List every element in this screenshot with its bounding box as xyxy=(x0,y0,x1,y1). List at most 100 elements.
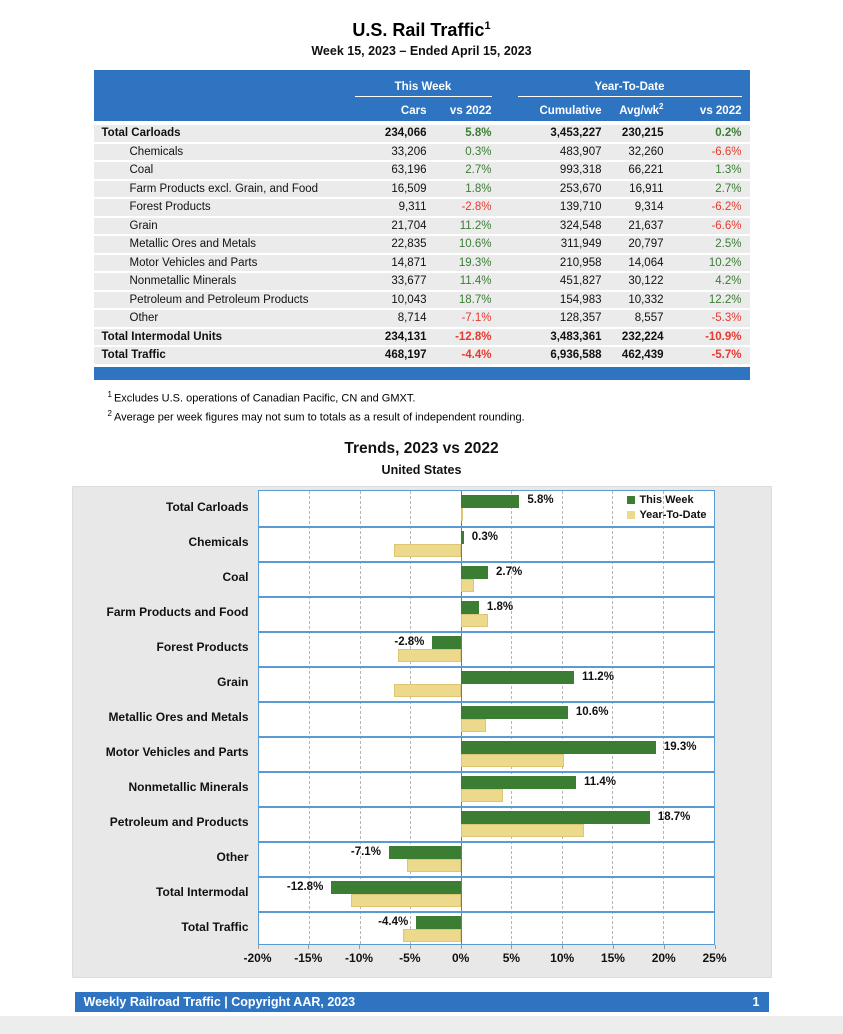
bar-value-label: 1.8% xyxy=(486,600,514,613)
row-label: Total Traffic xyxy=(101,349,166,362)
axis-tick xyxy=(714,944,716,949)
chart-band: -12.8% xyxy=(258,875,714,911)
bar-year-to-date xyxy=(460,788,504,802)
cell-ytd-vs-2022: -10.9% xyxy=(705,330,742,343)
row-label: Forest Products xyxy=(129,201,211,214)
cell-cumulative: 311,949 xyxy=(560,238,602,251)
group-header-this-week: This Week xyxy=(337,81,492,97)
cell-cumulative: 210,958 xyxy=(559,256,602,269)
axis-tick xyxy=(511,944,513,949)
table-row: Total Carloads 234,066 5.8% 3,453,227 230,21… xyxy=(93,125,750,142)
bar-this-week xyxy=(460,705,568,719)
footnote: 1 Excludes U.S. operations of Canadian Pa… xyxy=(108,390,750,405)
chart-band: 19.3% xyxy=(258,735,714,771)
row-label: Coal xyxy=(129,164,154,177)
table-row: Grain 21,704 11.2% 324,548 21,637 -6.6% xyxy=(93,217,750,234)
column-header-vs2022-week: vs 2022 xyxy=(449,105,492,117)
cell-cars: 8,714 xyxy=(397,312,427,325)
chart-category-label: Other xyxy=(216,850,249,865)
cell-ytd-vs-2022: 12.2% xyxy=(708,293,742,306)
gridline xyxy=(662,490,664,944)
footnote-number: 2 xyxy=(107,409,112,419)
bar-year-to-date xyxy=(393,543,461,557)
chart-band: 10.6% xyxy=(258,700,714,736)
axis-tick xyxy=(257,944,259,949)
column-header-avg-wk: Avg/wk2 xyxy=(619,102,664,117)
cell-cumulative: 3,453,227 xyxy=(550,127,602,140)
column-header-vs2022-ytd: vs 2022 xyxy=(699,105,742,117)
chart-category-label: Petroleum and Products xyxy=(109,815,249,830)
cell-week-vs-2022: 11.2% xyxy=(459,219,492,232)
cell-cars: 33,677 xyxy=(391,275,427,288)
chart-subtitle: United States xyxy=(381,462,462,477)
cell-ytd-vs-2022: -6.6% xyxy=(711,219,742,232)
bar-value-label: -4.4% xyxy=(378,915,409,928)
cell-avg-per-week: 8,557 xyxy=(634,312,664,325)
cell-avg-per-week: 20,797 xyxy=(628,238,664,251)
chart-band: -7.1% xyxy=(258,840,714,876)
cell-cumulative: 253,670 xyxy=(559,182,602,195)
bar-year-to-date xyxy=(460,718,486,732)
table-row: Coal 63,196 2.7% 993,318 66,221 1.3% xyxy=(93,162,750,179)
axis-tick xyxy=(612,944,614,949)
legend-swatch xyxy=(627,511,636,520)
chart-title: Trends, 2023 vs 2022 xyxy=(344,439,499,457)
table-row: Petroleum and Petroleum Products 10,043 18… xyxy=(93,291,750,308)
trends-bar-chart: Total Carloads Chemicals Coal Farm Products… xyxy=(71,485,772,978)
bar-year-to-date xyxy=(398,648,461,662)
axis-tick xyxy=(308,944,310,949)
chart-band: 2.7% xyxy=(258,560,714,596)
chart-category-label: Metallic Ores and Metals xyxy=(108,710,249,725)
cell-week-vs-2022: 11.4% xyxy=(459,275,492,288)
chart-category-label: Forest Products xyxy=(156,640,249,655)
cell-avg-per-week: 232,224 xyxy=(621,330,664,343)
row-label: Metallic Ores and Metals xyxy=(129,238,257,251)
page-title: U.S. Rail Traffic1 xyxy=(0,20,843,41)
legend-item: This Week xyxy=(627,493,706,508)
cell-avg-per-week: 230,215 xyxy=(621,127,664,140)
chart-band: -2.8% xyxy=(258,630,714,666)
chart-category-label: Coal xyxy=(222,570,249,585)
cell-avg-per-week: 9,314 xyxy=(634,201,664,214)
cell-cumulative: 3,483,361 xyxy=(550,330,602,343)
bar-year-to-date xyxy=(460,578,474,592)
legend-item: Year-To-Date xyxy=(627,508,707,523)
bar-value-label: 11.4% xyxy=(583,775,616,788)
cell-cars: 234,131 xyxy=(384,330,427,343)
row-label: Total Carloads xyxy=(101,127,181,140)
bar-value-label: -2.8% xyxy=(394,635,425,648)
chart-band: 0.3% xyxy=(258,525,714,561)
bar-year-to-date xyxy=(460,613,489,627)
cell-ytd-vs-2022: 2.5% xyxy=(715,238,742,251)
row-label: Other xyxy=(129,312,159,325)
axis-tick xyxy=(359,944,361,949)
page-subtitle: Week 15, 2023 – Ended April 15, 2023 xyxy=(311,44,532,58)
table-group-header-row: This Week Year-To-Date xyxy=(94,75,750,97)
gridline xyxy=(309,490,311,944)
cell-ytd-vs-2022: 0.2% xyxy=(715,127,742,140)
table-row: Nonmetallic Minerals 33,677 11.4% 451,827 30… xyxy=(93,273,750,290)
cell-ytd-vs-2022: -6.2% xyxy=(711,201,742,214)
bar-year-to-date xyxy=(350,893,461,907)
table-body: Total Carloads 234,066 5.8% 3,453,227 230,21… xyxy=(93,121,750,364)
axis-tick-label: -20% xyxy=(243,950,272,965)
axis-tick-label: -5% xyxy=(399,950,421,965)
cell-avg-per-week: 21,637 xyxy=(628,219,664,232)
chart-category-label: Total Carloads xyxy=(166,500,249,515)
bar-year-to-date xyxy=(407,858,461,872)
cell-cumulative: 483,907 xyxy=(559,145,602,158)
chart-category-label: Total Traffic xyxy=(181,920,249,935)
axis-tick-label: -10% xyxy=(345,950,374,965)
cell-ytd-vs-2022: 2.7% xyxy=(715,182,742,195)
axis-tick-label: 25% xyxy=(702,950,727,965)
row-label: Petroleum and Petroleum Products xyxy=(129,293,309,306)
gridline xyxy=(612,490,614,944)
bar-this-week xyxy=(460,810,650,824)
chart-category-label: Grain xyxy=(217,675,249,690)
legend-label: Year-To-Date xyxy=(639,509,707,522)
table-row: Motor Vehicles and Parts 14,871 19.3% 210,9… xyxy=(93,254,750,271)
legend-swatch xyxy=(627,496,636,505)
chart-plot-wrap: 5.8% This Week Year-To-Date 0.3% 2.7% 1.8% -2.… xyxy=(243,489,727,971)
cell-cumulative: 154,983 xyxy=(559,293,602,306)
